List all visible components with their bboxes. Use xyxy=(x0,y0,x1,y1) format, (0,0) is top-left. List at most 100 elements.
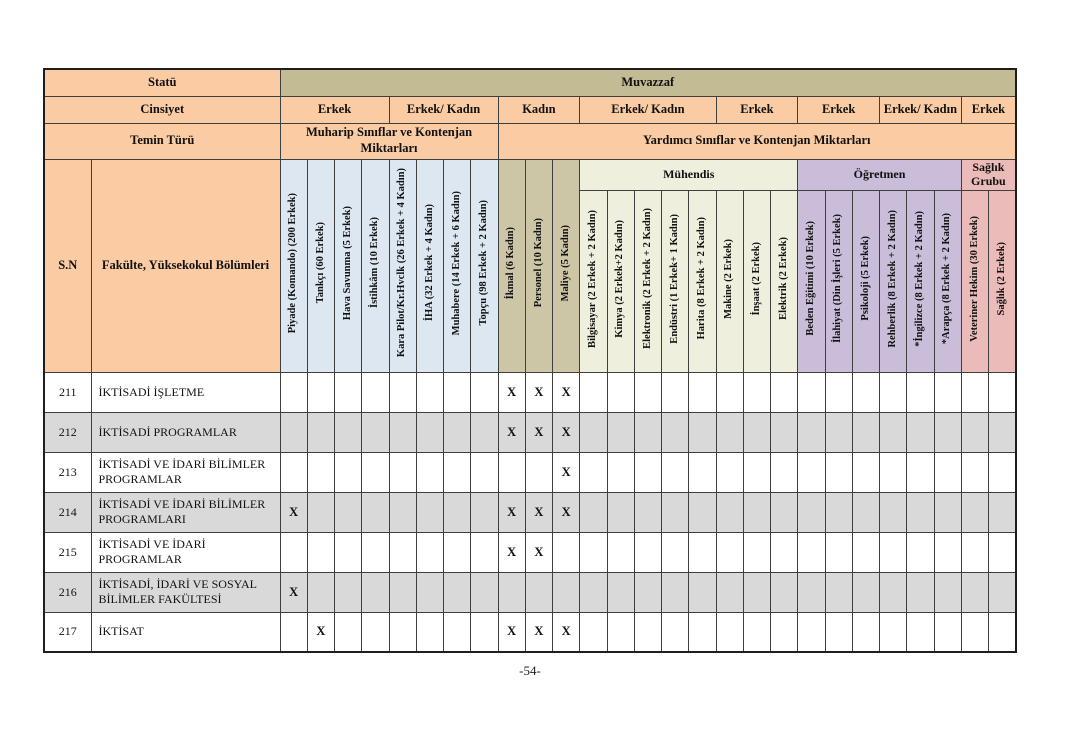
data-cell xyxy=(770,371,799,413)
data-cell xyxy=(960,611,990,653)
data-cell xyxy=(606,611,635,653)
data-cell xyxy=(906,531,935,573)
data-cell xyxy=(797,491,826,533)
column-header-muharip: Piyade (Komando) (200 Erkek) xyxy=(279,158,308,373)
data-cell xyxy=(443,611,472,653)
mark-cell: X xyxy=(497,611,526,653)
data-cell xyxy=(851,371,881,413)
rotated-column-label: Elektronik (2 Erkek + 2 Kadın) xyxy=(641,208,653,349)
data-cell xyxy=(579,571,608,613)
data-cell xyxy=(633,491,663,533)
data-cell xyxy=(824,611,853,653)
data-cell xyxy=(851,531,881,573)
rotated-column-label: Hava Savunma (5 Erkek) xyxy=(341,205,353,321)
mark-cell: X xyxy=(524,491,554,533)
data-cell xyxy=(688,571,717,613)
data-cell xyxy=(715,451,744,493)
rotated-column-label: Psikoloji (5 Erkek) xyxy=(859,236,871,321)
data-cell xyxy=(851,411,881,453)
data-cell xyxy=(306,371,336,413)
data-cell xyxy=(415,411,445,453)
data-cell xyxy=(334,451,363,493)
cinsiyet-group-label: Kadın xyxy=(497,95,581,124)
data-cell xyxy=(443,491,472,533)
data-cell xyxy=(279,371,308,413)
data-cell xyxy=(388,571,417,613)
mark-cell: X xyxy=(524,611,554,653)
data-cell xyxy=(879,571,908,613)
data-cell xyxy=(770,491,799,533)
temin-group-label: Muharip Sınıflar ve Kontenjan Miktarları xyxy=(279,122,499,160)
data-cell xyxy=(579,411,608,453)
rotated-column-label: Makine (2 Erkek) xyxy=(723,238,735,319)
data-cell xyxy=(715,491,744,533)
data-cell xyxy=(906,371,935,413)
class-columns-row: Bilgisayar (2 Erkek + 2 Kadın) Kimya (2 E… xyxy=(44,189,1017,373)
data-cell xyxy=(633,571,663,613)
mark-cell: X xyxy=(552,451,581,493)
group-header-ogretmen: Öğretmen xyxy=(797,158,962,191)
rotated-column-label: Rehberlik (8 Erkek + 2 Kadın) xyxy=(886,209,898,348)
table-row: 215 İKTİSADİ VE İDARİ PROGRAMLAR X X xyxy=(43,531,1017,573)
group-header-muhendis: Mühendis xyxy=(579,158,799,191)
column-header-muharip: İstihkâm (10 Erkek) xyxy=(361,158,390,373)
data-cell xyxy=(443,411,472,453)
cinsiyet-group-label: Erkek xyxy=(960,95,1017,124)
data-cell xyxy=(824,531,853,573)
data-cell xyxy=(661,411,690,453)
temin-label: Temin Türü xyxy=(43,122,281,160)
table-row: 212 İKTİSADİ PROGRAMLAR X X X xyxy=(43,411,1017,453)
data-cell xyxy=(988,531,1017,573)
data-cell xyxy=(879,611,908,653)
data-cell xyxy=(879,451,908,493)
data-cell xyxy=(279,411,308,453)
column-header-muhendis: Elektrik (2 Erkek) xyxy=(770,189,799,373)
data-cell xyxy=(633,611,663,653)
data-cell xyxy=(606,531,635,573)
data-cell xyxy=(688,611,717,653)
row-number: 211 xyxy=(43,371,92,413)
row-number: 212 xyxy=(43,411,92,453)
data-cell xyxy=(415,611,445,653)
data-cell xyxy=(906,611,935,653)
table-row: 213 İKTİSADİ VE İDARİ BİLİMLER PROGRAMLAR… xyxy=(43,451,1017,493)
data-cell xyxy=(443,531,472,573)
data-cell xyxy=(906,491,935,533)
data-cell xyxy=(988,571,1017,613)
data-cell xyxy=(633,411,663,453)
rotated-column-label: İkmal (6 Kadın) xyxy=(505,226,517,300)
data-cell xyxy=(633,371,663,413)
quota-table-container: Statü Muvazzaf Cinsiyet Erkek Erkek/ Kadın Ka… xyxy=(43,68,1017,653)
row-label: İKTİSADİ VE İDARİ BİLİMLER PROGRAMLAR xyxy=(90,451,281,493)
mark-cell: X xyxy=(279,571,308,613)
data-cell xyxy=(960,371,990,413)
data-cell xyxy=(524,451,554,493)
temin-group-label: Yardımcı Sınıflar ve Kontenjan Miktarlar… xyxy=(497,122,1017,160)
data-cell xyxy=(279,531,308,573)
mark-cell: X xyxy=(524,371,554,413)
rotated-column-label: Harita (8 Erkek + 2 Kadın) xyxy=(696,217,708,340)
row-label: İKTİSADİ VE İDARİ PROGRAMLAR xyxy=(90,531,281,573)
data-cell xyxy=(851,451,881,493)
data-cell xyxy=(361,451,390,493)
data-cell xyxy=(443,451,472,493)
data-cell xyxy=(661,531,690,573)
quota-table: Statü Muvazzaf Cinsiyet Erkek Erkek/ Kadın Ka… xyxy=(43,68,1017,653)
mark-cell: X xyxy=(497,371,526,413)
data-cell xyxy=(633,451,663,493)
temin-row: Temin Türü Muharip Sınıflar ve Kontenjan … xyxy=(43,122,1017,160)
cinsiyet-label: Cinsiyet xyxy=(43,95,281,124)
column-header-muhendis: Makine (2 Erkek) xyxy=(715,189,744,373)
cinsiyet-group-label: Erkek/ Kadın xyxy=(879,95,962,124)
class-group-row: S.N Fakülte, Yüksekokul Bölümleri Piyade (… xyxy=(43,158,1017,373)
cinsiyet-group-label: Erkek xyxy=(797,95,881,124)
row-label: İKTİSAT xyxy=(90,611,281,653)
data-cell xyxy=(661,611,690,653)
data-cell xyxy=(933,371,962,413)
data-cell xyxy=(579,491,608,533)
data-cell xyxy=(470,451,499,493)
rotated-column-label: İstihkâm (10 Erkek) xyxy=(369,217,381,309)
data-cell xyxy=(470,371,499,413)
row-number: 217 xyxy=(43,611,92,653)
data-cell xyxy=(334,411,363,453)
